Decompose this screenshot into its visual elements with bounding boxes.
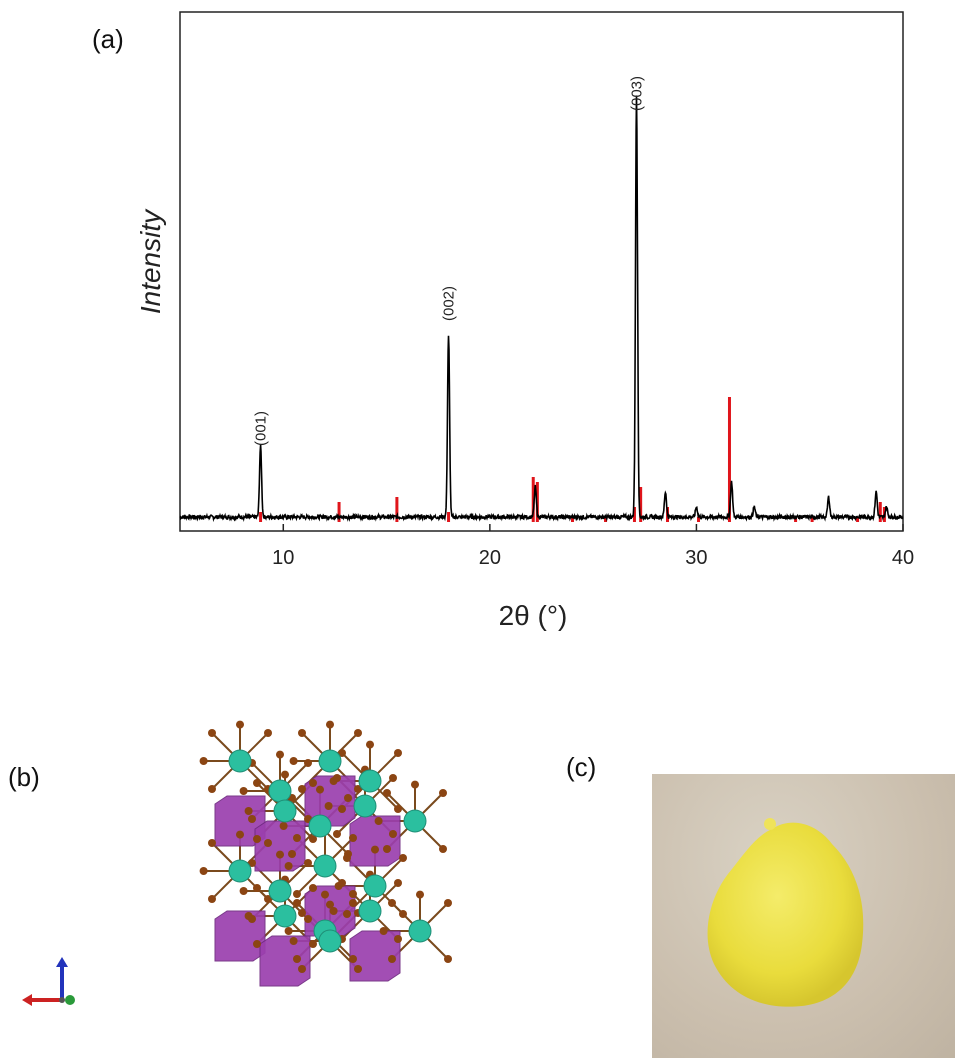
peak-label: (001): [253, 411, 270, 446]
x-tick-label: 10: [272, 547, 294, 569]
panel-label-a: (a): [92, 24, 124, 54]
measured-series: [179, 95, 904, 523]
x-axis-ticks: 10 20 30 40: [272, 524, 914, 569]
panel-label-b: (b): [8, 762, 40, 792]
crystal-structure-image: [199, 720, 452, 987]
reference-series: [259, 397, 886, 522]
x-tick-label: 40: [892, 547, 914, 569]
peak-labels: (001) (002) (003): [253, 76, 646, 446]
measured-line: [179, 95, 904, 523]
x-axis-title: 2θ (°): [499, 600, 568, 631]
x-tick-label: 30: [685, 547, 707, 569]
xrd-chart: 10 20 30 40 (001) (002) (003) 2θ (°) Intensit…: [135, 11, 914, 631]
yellow-powder-photo: [652, 774, 955, 1058]
panel-label-c: (c): [566, 752, 597, 782]
y-axis-title: Intensity: [135, 208, 166, 314]
axis-triad-icon: [22, 957, 75, 1006]
plot-frame: [179, 11, 904, 532]
peak-label: (002): [441, 286, 458, 321]
peak-label: (003): [629, 76, 646, 111]
x-tick-label: 20: [479, 547, 501, 569]
